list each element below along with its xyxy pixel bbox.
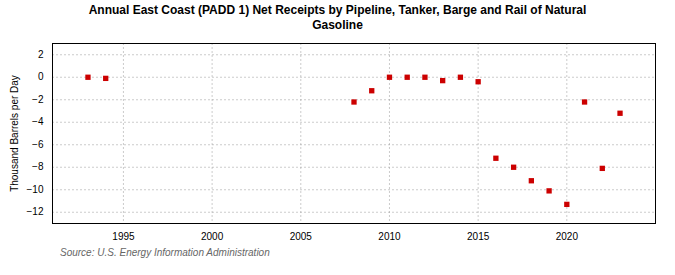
svg-text:−6: −6	[32, 139, 44, 150]
svg-text:2000: 2000	[201, 231, 224, 242]
svg-text:−8: −8	[32, 161, 44, 172]
svg-text:Thousand Barrels per Day: Thousand Barrels per Day	[9, 75, 20, 192]
svg-text:−12: −12	[27, 206, 44, 217]
svg-text:2015: 2015	[467, 231, 490, 242]
svg-text:2: 2	[38, 49, 44, 60]
svg-text:2010: 2010	[378, 231, 401, 242]
html-text:Annual East Coast (PADD 1) Net: Annual East Coast (PADD 1) Net Receipts …	[88, 3, 587, 32]
svg-text:0: 0	[38, 71, 44, 82]
svg-text:−2: −2	[32, 94, 44, 105]
svg-text:1995: 1995	[112, 231, 135, 242]
svg-text:−4: −4	[32, 116, 44, 127]
svg-text:−10: −10	[27, 184, 44, 195]
svg-text:2020: 2020	[556, 231, 579, 242]
html-text:Source: U.S. Energy Informatio: Source: U.S. Energy Information Administ…	[60, 247, 270, 258]
svg-text:2005: 2005	[290, 231, 313, 242]
